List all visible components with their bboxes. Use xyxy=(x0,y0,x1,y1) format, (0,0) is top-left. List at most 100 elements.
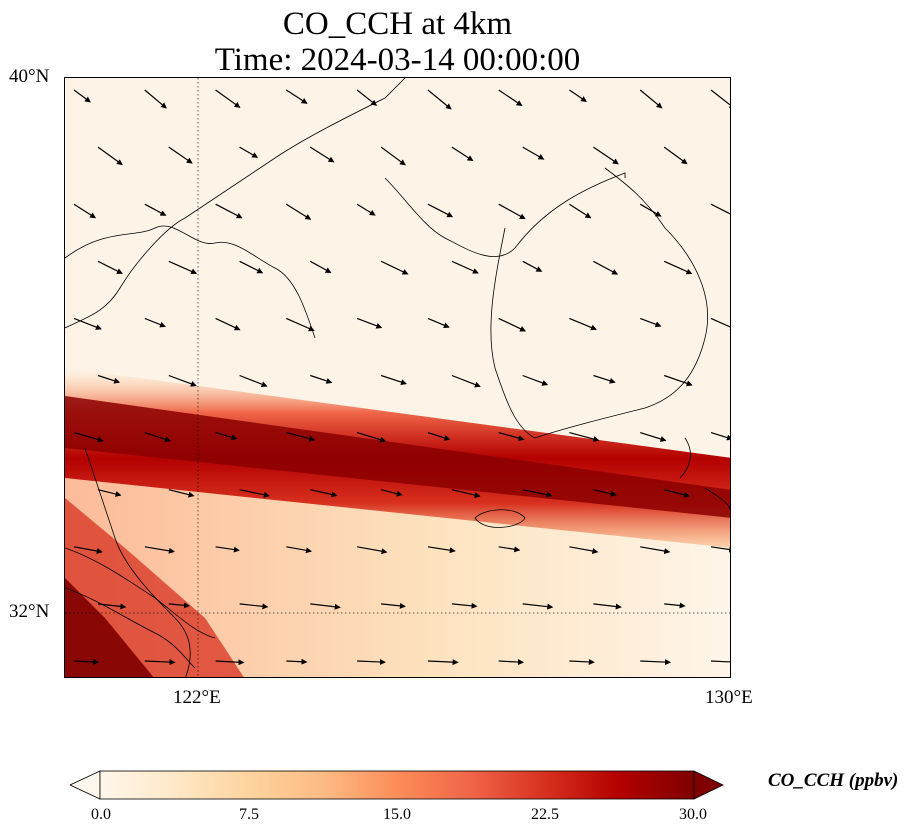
wind-arrow xyxy=(356,203,376,216)
wind-arrow xyxy=(640,659,671,666)
wind-arrow xyxy=(239,146,259,158)
wind-arrow xyxy=(168,146,193,164)
wind-arrow xyxy=(356,546,388,555)
colorbar-tick-1: 7.5 xyxy=(239,806,259,823)
wind-arrow xyxy=(427,659,459,666)
wind-arrow xyxy=(593,146,619,165)
wind-arrow xyxy=(593,603,622,610)
colorbar-extend-max xyxy=(693,770,724,800)
jeju-island xyxy=(474,509,526,528)
wind-arrow xyxy=(427,203,454,218)
wind-arrow xyxy=(640,432,667,442)
wind-arrow xyxy=(498,203,526,220)
wind-arrow xyxy=(168,602,190,609)
wind-arrow xyxy=(380,146,406,166)
wind-arrow xyxy=(73,432,104,443)
wind-arrow xyxy=(522,146,545,160)
wind-arrow xyxy=(569,203,592,219)
colorbar-extend-min xyxy=(69,770,101,800)
wind-arrow xyxy=(168,374,197,387)
coastline-north-korea xyxy=(384,172,626,257)
wind-arrow xyxy=(144,89,167,109)
wind-arrow xyxy=(593,489,617,497)
lon-tick-130e: 130°E xyxy=(705,687,753,708)
wind-arrow xyxy=(310,603,341,610)
wind-arrow xyxy=(451,260,479,274)
wind-arrow xyxy=(239,603,269,610)
chart-title-line1: CO_CCH at 4km xyxy=(282,6,513,42)
wind-arrow xyxy=(144,203,167,216)
wind-arrow xyxy=(73,658,100,665)
wind-arrow xyxy=(639,203,662,217)
wind-arrow xyxy=(239,489,270,498)
wind-arrow xyxy=(569,658,595,665)
wind-arrow xyxy=(639,89,663,109)
wind-arrow xyxy=(215,89,241,108)
wind-arrow xyxy=(710,317,730,330)
wind-arrow xyxy=(144,659,176,666)
wind-arrow xyxy=(663,146,688,165)
wind-arrow xyxy=(310,489,338,498)
map-canvas xyxy=(65,78,730,677)
wind-arrow xyxy=(427,432,451,441)
yangtze-estuary-south xyxy=(65,587,196,669)
wind-arrow xyxy=(498,432,525,442)
wind-arrow xyxy=(73,89,91,103)
wind-arrow xyxy=(97,603,127,610)
lon-tick-122e: 122°E xyxy=(173,687,221,708)
wind-arrow xyxy=(309,146,335,163)
wind-arrow xyxy=(498,659,524,666)
wind-arrow xyxy=(215,432,238,441)
wind-arrow xyxy=(97,489,122,497)
kyushu-coast xyxy=(704,487,730,510)
wind-arrow xyxy=(168,489,195,498)
lat-tick-40n: 40°N xyxy=(9,66,50,87)
wind-arrow xyxy=(427,89,452,110)
wind-arrow xyxy=(451,374,481,388)
coastline-korea xyxy=(490,167,708,439)
wind-arrow xyxy=(285,89,308,104)
wind-arrow xyxy=(522,374,549,386)
wind-arrow xyxy=(215,659,245,666)
wind-arrow xyxy=(569,317,597,331)
wind-arrow xyxy=(498,546,521,553)
wind-arrow xyxy=(451,489,481,498)
wind-arrow xyxy=(357,658,386,665)
wind-arrow xyxy=(215,546,240,553)
wind-arrow xyxy=(215,317,241,331)
wind-arrow xyxy=(522,603,554,610)
wind-arrow xyxy=(498,89,523,107)
colorbar-label: CO_CCH (ppbv) xyxy=(768,770,899,791)
coastline-liaodong xyxy=(65,78,406,329)
colorbar-tick-4: 30.0 xyxy=(679,806,707,823)
wind-arrow xyxy=(569,546,599,554)
wind-arrow xyxy=(215,203,243,219)
wind-arrow xyxy=(451,602,478,609)
wind-arrow xyxy=(73,546,103,554)
wind-arrow xyxy=(310,374,333,384)
map-panel xyxy=(64,77,731,678)
wind-arrow xyxy=(73,203,97,219)
colorbar xyxy=(69,770,724,800)
colorbar-graphic xyxy=(69,770,724,800)
wind-arrow xyxy=(285,203,312,220)
wind-arrow xyxy=(356,89,378,106)
wind-arrow xyxy=(144,432,172,443)
wind-arrow xyxy=(286,317,315,332)
colorbar-ramp xyxy=(99,770,695,800)
wind-arrow xyxy=(97,374,121,384)
wind-arrow xyxy=(593,260,619,275)
lat-tick-32n: 32°N xyxy=(9,601,50,622)
wind-arrow xyxy=(144,317,166,328)
wind-arrow xyxy=(239,374,268,388)
wind-vectors xyxy=(73,89,730,666)
tsushima xyxy=(679,437,691,479)
wind-arrow xyxy=(451,146,474,162)
wind-arrow xyxy=(97,146,123,166)
colorbar-tick-0: 0.0 xyxy=(91,806,111,823)
wind-arrow xyxy=(380,489,403,497)
wind-arrow xyxy=(310,260,332,274)
wind-arrow xyxy=(664,489,690,498)
wind-arrow xyxy=(710,89,730,109)
colorbar-tick-2: 15.0 xyxy=(383,806,411,823)
